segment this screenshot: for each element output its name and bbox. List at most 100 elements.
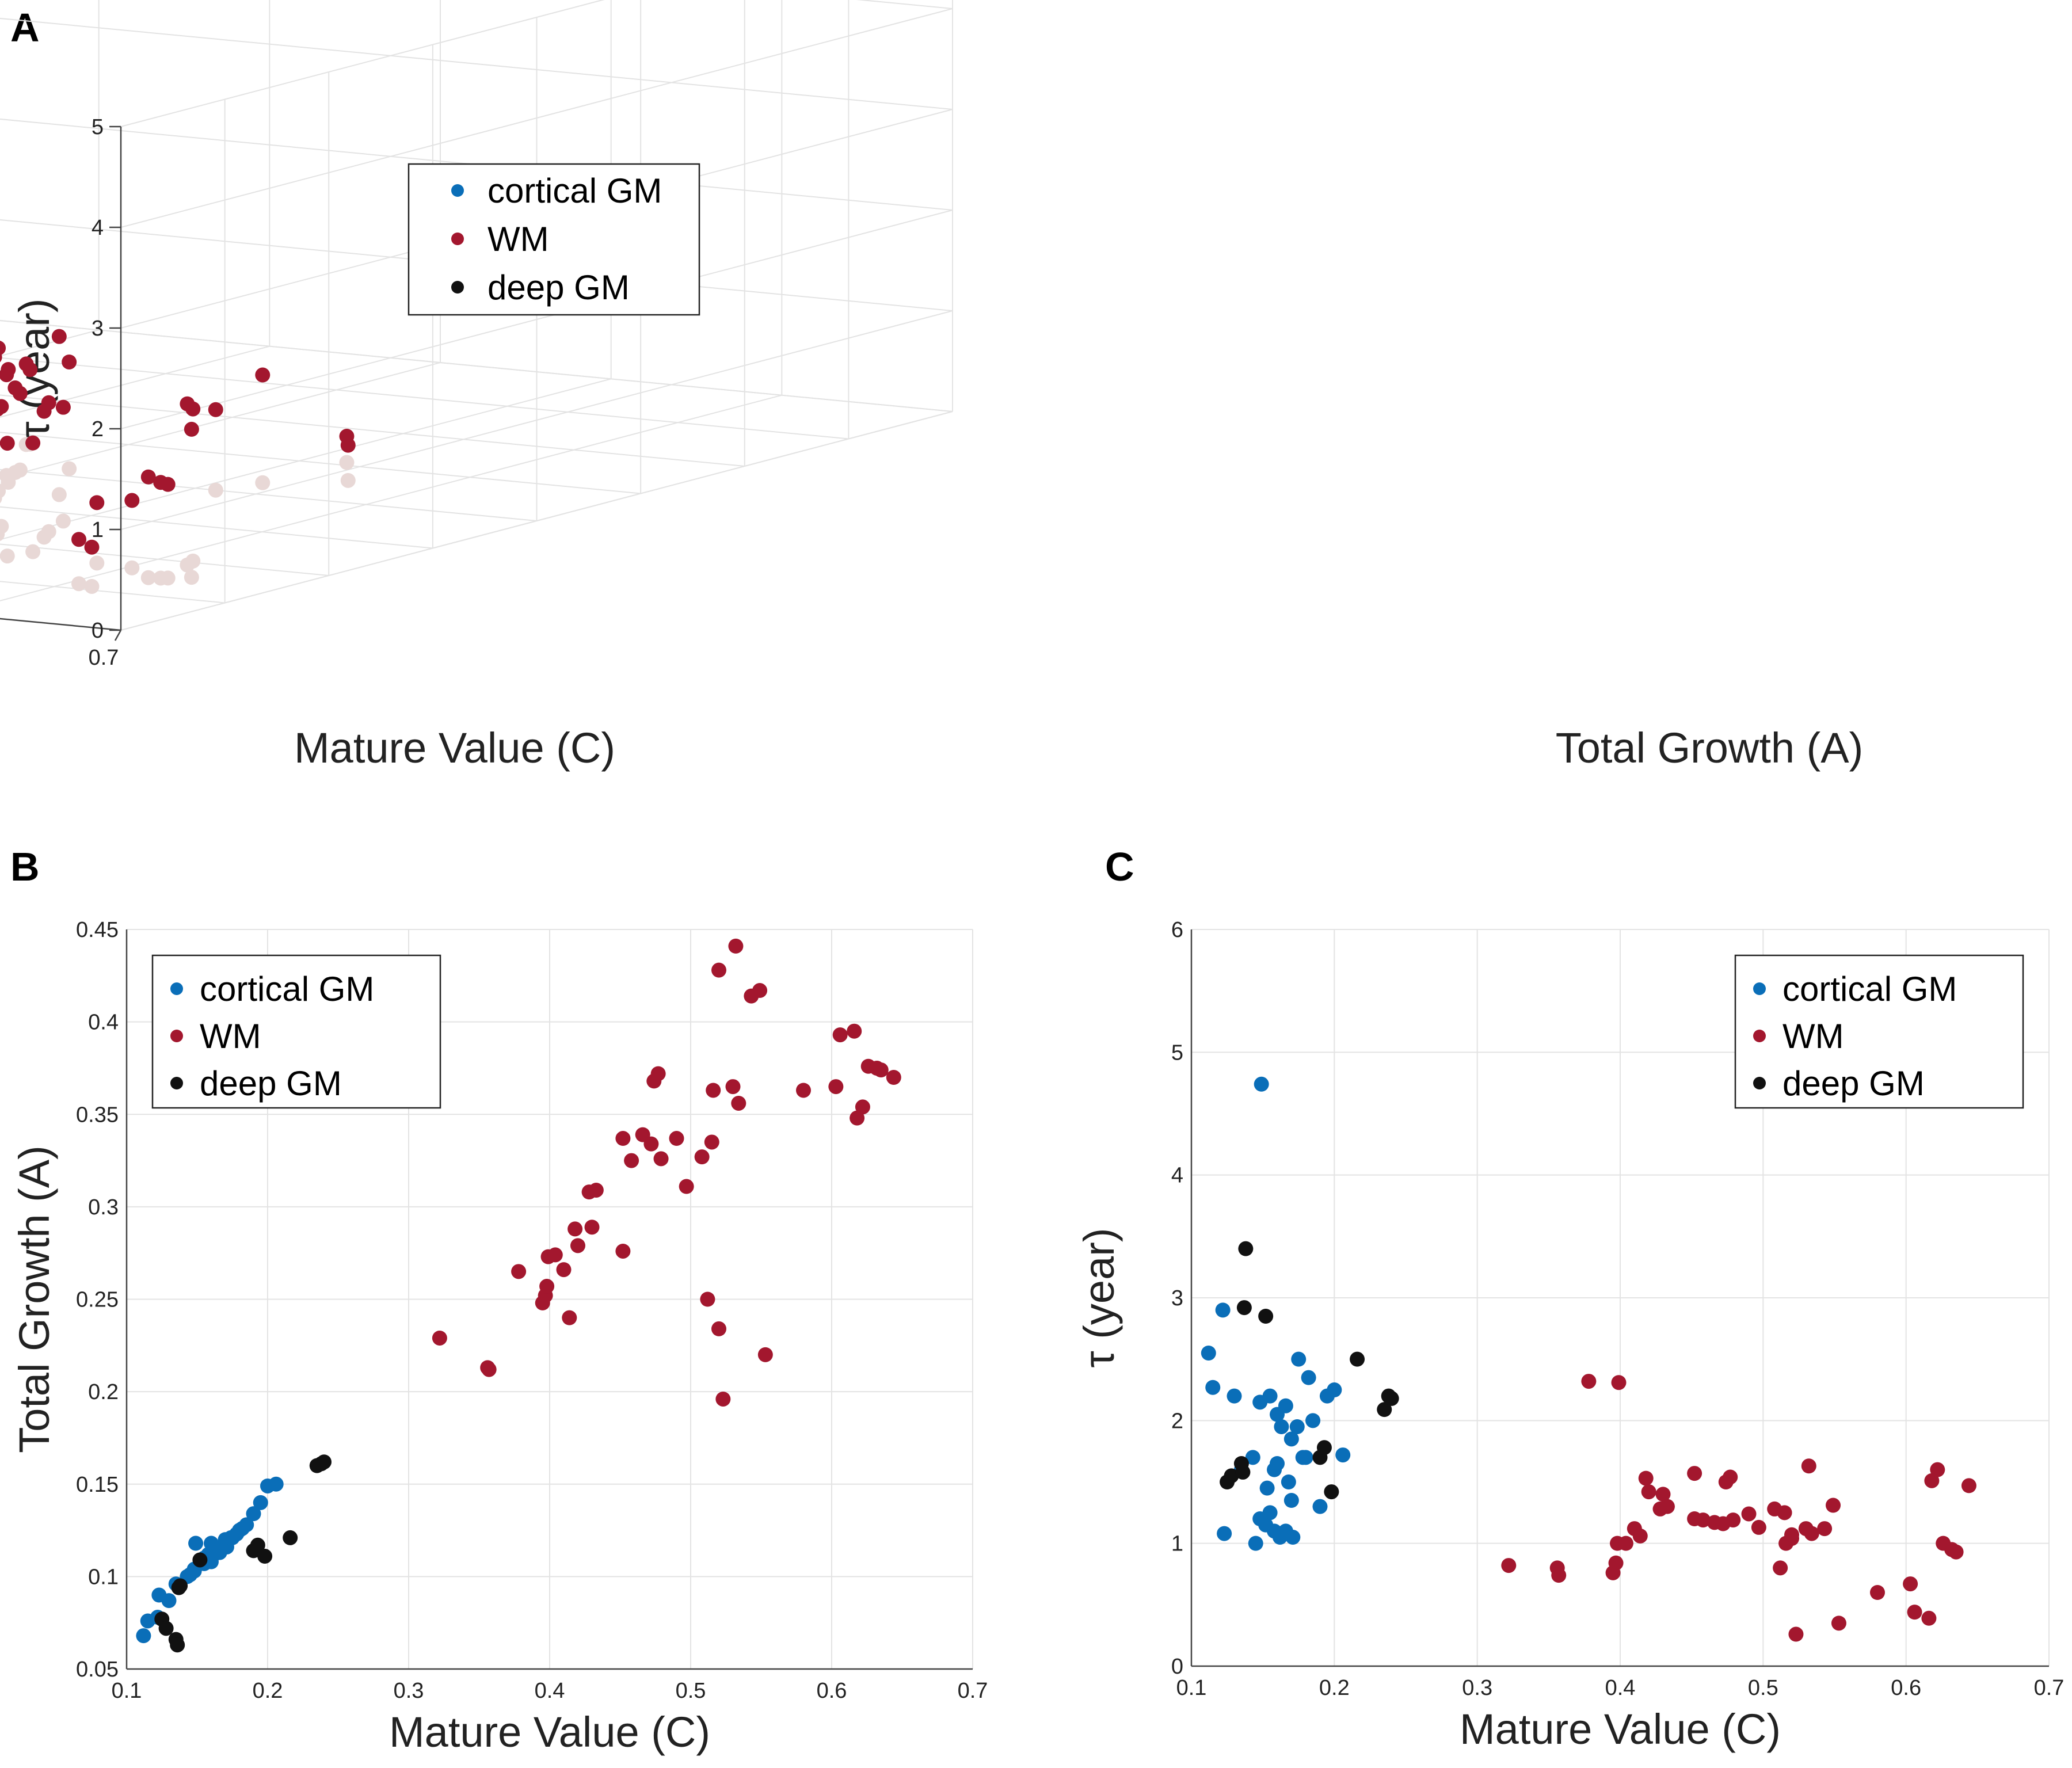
panel-c-point-deep-gm [1235,1464,1251,1480]
panel-b-point-wm [711,962,726,978]
panel-c-point-cortical-gm [1283,1431,1299,1447]
panel-a-wall-grid [0,17,953,110]
panel-a-floor-grid [0,543,329,576]
panel-b-point-wm [669,1131,684,1146]
panel-b-point-wm [547,1247,563,1263]
panel-b-point-wm [570,1238,585,1253]
panel-b-x-tick: 0.3 [394,1679,424,1703]
panel-c-point-wm [1632,1528,1648,1544]
panel-c-point-wm [1611,1375,1627,1390]
panel-b-point-cortical-gm [268,1476,284,1492]
panel-b-point-wm [650,1066,666,1081]
panel-a-point-wm [124,493,140,508]
panel-a-shadow-wm [255,475,271,490]
panel-c-legend-marker-deep-gm [1753,1077,1766,1089]
panel-c-point-deep-gm [1236,1300,1252,1316]
panel-b-y-tick: 0.3 [88,1195,119,1220]
panel-c-point-wm [1788,1626,1804,1642]
panel-b-y-tick: 0.1 [88,1565,119,1589]
panel-b-x-tick: 0.4 [535,1679,565,1703]
panel-c-point-cortical-gm [1248,1535,1263,1551]
panel-b-point-wm [562,1310,577,1325]
panel-b-point-cortical-gm [253,1495,268,1510]
panel-c-point-cortical-gm [1274,1419,1289,1434]
panel-b-x-tick: 0.7 [958,1679,988,1703]
panel-c-x-tick: 0.3 [1462,1676,1492,1700]
panel-a-floor-grid [0,345,270,418]
panel-c-point-deep-gm [1350,1351,1365,1367]
panel-c-point-wm [1638,1470,1654,1486]
panel-a-shadow-wm [71,576,87,592]
panel-a-legend-label-deep-gm: deep GM [487,268,630,307]
panel-a-point-wm [71,532,87,547]
panel-b-point-wm [643,1136,659,1152]
panel-c-point-wm [1751,1519,1766,1535]
panel-c-point-cortical-gm [1259,1480,1275,1496]
panel-a-wall-grid [120,411,953,631]
panel-b-point-deep-gm [158,1621,174,1636]
panel-c-point-cortical-gm [1289,1419,1305,1434]
panel-b-point-wm [584,1220,600,1235]
panel-b-y-tick: 0.45 [76,918,119,942]
panel-a-floor-grid [0,394,745,467]
panel-c-x-tick: 0.7 [2034,1676,2065,1700]
panel-b-point-wm [725,1079,741,1095]
panel-c-point-cortical-gm [1205,1380,1221,1395]
panel-a-point-wm [140,469,156,485]
panel-b-point-wm [850,1110,865,1126]
panel-c-point-wm [1551,1568,1567,1583]
panel-c-point-cortical-gm [1301,1370,1316,1385]
panel-b-y-label: Total Growth (A) [10,1145,58,1453]
panel-c-x-tick: 0.4 [1605,1676,1636,1700]
panel-a-point-wm [1,362,16,378]
panel-a-shadow-wm [25,544,41,559]
panel-b-legend-marker-deep-gm [170,1077,183,1089]
panel-b-point-cortical-gm [223,1530,239,1545]
panel-a-shadow-wm [180,557,195,573]
panel-a-shadow-wm [51,487,67,502]
panel-c-legend-label-deep-gm: deep GM [1782,1064,1925,1103]
panel-a-legend-label-wm: WM [487,220,549,258]
panel-c-legend-marker-wm [1753,1030,1766,1042]
panel-a-point-wm [84,539,100,555]
panel-a-point-wm [160,477,176,492]
panel-b-legend-marker-cortical-gm [170,982,183,995]
panel-c-point-cortical-gm [1305,1413,1321,1428]
panel-b-y-tick: 0.35 [76,1103,119,1127]
panel-c-point-deep-gm [1384,1390,1399,1406]
panel-b-point-wm [832,1027,848,1043]
panel-c-point-wm [1659,1499,1675,1514]
panel-a-point-wm [25,435,41,451]
panel-c-x-label: Mature Value (C) [1460,1705,1781,1753]
panel-b-point-deep-gm [317,1454,332,1470]
panel-b-legend-label-cortical-gm: cortical GM [200,970,374,1008]
panel-b-y-tick: 0.25 [76,1288,119,1312]
panel-a-shadow-wm [84,578,100,594]
panel-a-legend-label-cortical-gm: cortical GM [487,172,662,210]
panel-a-shadow-wm [340,473,356,488]
panel-a-wall-grid [0,319,953,412]
panel-a-point-wm [22,362,38,378]
panel-a-shadow-wm [89,555,105,571]
panel-a-shadow-wm [0,493,2,504]
panel-b-point-wm [886,1070,901,1085]
panel-b-point-wm [873,1062,889,1078]
panel-a-floor-grid [0,581,225,604]
panel-a-shadow-wm [36,529,52,545]
panel-a-shadow-wm [0,483,6,498]
panel-b-point-cortical-gm [182,1567,198,1583]
panel-b-point-deep-gm [192,1552,208,1568]
panel-b-point-deep-gm [170,1637,185,1653]
panel-a-shadow-wm [140,570,156,585]
panel-a-floor-grid [0,618,121,631]
panel-b-point-wm [615,1131,631,1146]
panel-c-point-wm [1618,1535,1633,1551]
panel-b-scatter: 0.1 0.2 0.3 0.4 0.5 0.6 0.70.050.10.150.20.250… [10,918,988,1756]
panel-c-point-wm [1801,1458,1816,1474]
panel-label-a: A [10,5,40,50]
panel-c-y-tick: 2 [1171,1409,1183,1433]
panel-label-c: C [1105,844,1134,889]
panel-a-point-wm [55,399,71,415]
panel-c-y-tick: 0 [1171,1655,1183,1679]
panel-b-x-tick: 0.2 [253,1679,283,1703]
